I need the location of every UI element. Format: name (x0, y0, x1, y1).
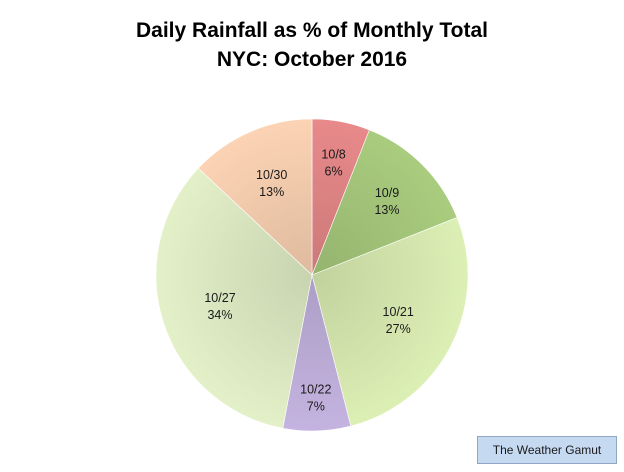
slice-value-label: 34% (207, 308, 232, 322)
slice-category-label: 10/21 (383, 305, 414, 319)
slice-category-label: 10/30 (256, 168, 287, 182)
pie-slice-10-21 (311, 217, 469, 427)
slice-category-label: 10/27 (204, 291, 235, 305)
chart-title: Daily Rainfall as % of Monthly Total (136, 19, 488, 42)
slice-category-label: 10/22 (300, 383, 331, 397)
slice-value-label: 13% (374, 203, 399, 217)
pie-slice-10-30 (197, 118, 313, 276)
slice-category-label: 10/9 (375, 186, 399, 200)
slice-value-label: 13% (259, 185, 284, 199)
slice-value-label: 6% (325, 165, 343, 179)
slice-value-label: 7% (307, 400, 325, 414)
chart-subtitle: NYC: October 2016 (216, 48, 408, 71)
pie-slice-10-27 (155, 167, 313, 429)
credit-badge: The Weather Gamut (477, 436, 617, 464)
slice-category-label: 10/8 (321, 148, 345, 162)
pie-slice-10-9 (311, 129, 458, 276)
slice-value-label: 27% (386, 322, 411, 336)
